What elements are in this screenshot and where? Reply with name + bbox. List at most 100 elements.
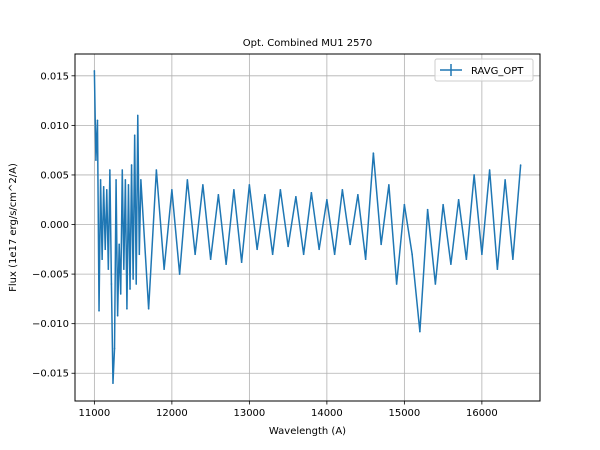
data-point	[279, 189, 282, 191]
series-line-ravg-opt	[93, 70, 522, 384]
data-point	[133, 134, 136, 137]
data-point	[233, 189, 235, 191]
data-point	[104, 248, 107, 251]
x-tick-label: 12000	[156, 408, 188, 419]
data-point	[403, 203, 406, 206]
y-tick-label: −0.010	[32, 319, 69, 330]
x-tick-label: 15000	[388, 408, 420, 419]
data-point	[113, 347, 116, 350]
data-point	[434, 283, 437, 285]
data-point	[109, 169, 111, 171]
y-tick-label: 0.005	[40, 170, 69, 181]
data-point	[130, 164, 133, 166]
data-point	[115, 179, 117, 181]
x-axis-ticks: 11000 12000 13000 14000 15000 16000	[78, 401, 498, 419]
data-point	[140, 179, 142, 181]
data-point	[105, 189, 108, 191]
data-point	[419, 330, 421, 333]
data-point	[132, 278, 134, 280]
data-point	[194, 253, 196, 256]
data-point	[504, 179, 506, 181]
data-point	[287, 245, 289, 248]
y-tick-label: −0.005	[32, 270, 69, 281]
data-point	[186, 179, 189, 181]
y-tick-label: 0.015	[40, 71, 69, 82]
data-point	[364, 258, 367, 261]
data-point	[295, 195, 297, 198]
data-point	[209, 258, 212, 261]
chart-title: Opt. Combined MU1 2570	[243, 38, 372, 49]
data-point	[512, 258, 514, 261]
data-point	[318, 248, 320, 251]
data-point	[349, 243, 351, 246]
data-point	[135, 283, 138, 285]
data-point	[256, 248, 258, 251]
data-point	[310, 192, 313, 194]
series-layer	[93, 70, 522, 384]
data-point	[264, 193, 266, 196]
data-point	[116, 314, 119, 317]
data-point	[147, 307, 150, 310]
y-tick-label: 0.010	[40, 121, 69, 132]
data-point	[178, 273, 181, 275]
data-point	[271, 253, 274, 256]
data-point	[124, 179, 127, 181]
data-point	[225, 263, 227, 265]
data-point	[302, 253, 305, 256]
data-point	[372, 152, 375, 154]
data-point	[93, 70, 96, 72]
x-axis-label: Wavelength (A)	[269, 426, 346, 437]
data-point	[426, 208, 429, 211]
data-point	[107, 268, 110, 270]
x-tick-label: 16000	[466, 408, 498, 419]
x-tick-label: 11000	[78, 408, 110, 419]
data-point	[333, 253, 336, 256]
y-tick-label: 0.000	[40, 220, 69, 231]
legend: RAVG_OPT	[434, 58, 534, 82]
data-point	[95, 159, 97, 161]
data-point	[248, 184, 251, 186]
grid-lines	[75, 54, 540, 401]
data-point	[395, 283, 398, 285]
data-point	[102, 186, 105, 188]
data-point	[411, 253, 413, 256]
data-point	[110, 283, 113, 285]
data-point	[126, 307, 128, 310]
data-point	[519, 164, 522, 166]
data-point	[488, 169, 491, 171]
data-point	[341, 189, 344, 191]
data-point	[326, 198, 328, 201]
data-point	[138, 253, 141, 256]
data-point	[380, 243, 382, 246]
data-point	[496, 268, 499, 270]
x-tick-label: 13000	[233, 408, 265, 419]
data-point	[357, 193, 359, 196]
data-point	[129, 288, 131, 290]
data-point	[99, 179, 102, 181]
data-point	[481, 253, 483, 256]
data-point	[119, 293, 122, 295]
data-point	[121, 169, 124, 171]
data-point	[388, 184, 390, 186]
y-tick-label: −0.015	[32, 369, 69, 380]
data-point	[163, 268, 165, 270]
data-point	[442, 203, 444, 206]
data-point	[171, 189, 173, 191]
legend-box	[434, 58, 534, 82]
legend-label-ravg-opt: RAVG_OPT	[471, 66, 524, 77]
data-point	[473, 174, 475, 176]
data-point	[240, 261, 243, 264]
data-point	[217, 193, 220, 196]
data-point	[127, 184, 130, 186]
data-point	[98, 309, 100, 312]
y-axis-label: Flux (1e17 erg/s/cm^2/A)	[8, 163, 19, 292]
data-point	[123, 268, 125, 270]
data-point	[457, 198, 460, 201]
data-point	[202, 184, 204, 186]
data-point	[112, 382, 114, 384]
data-point	[96, 119, 99, 122]
data-point	[136, 114, 139, 117]
data-point	[155, 169, 158, 171]
data-point	[450, 263, 452, 265]
